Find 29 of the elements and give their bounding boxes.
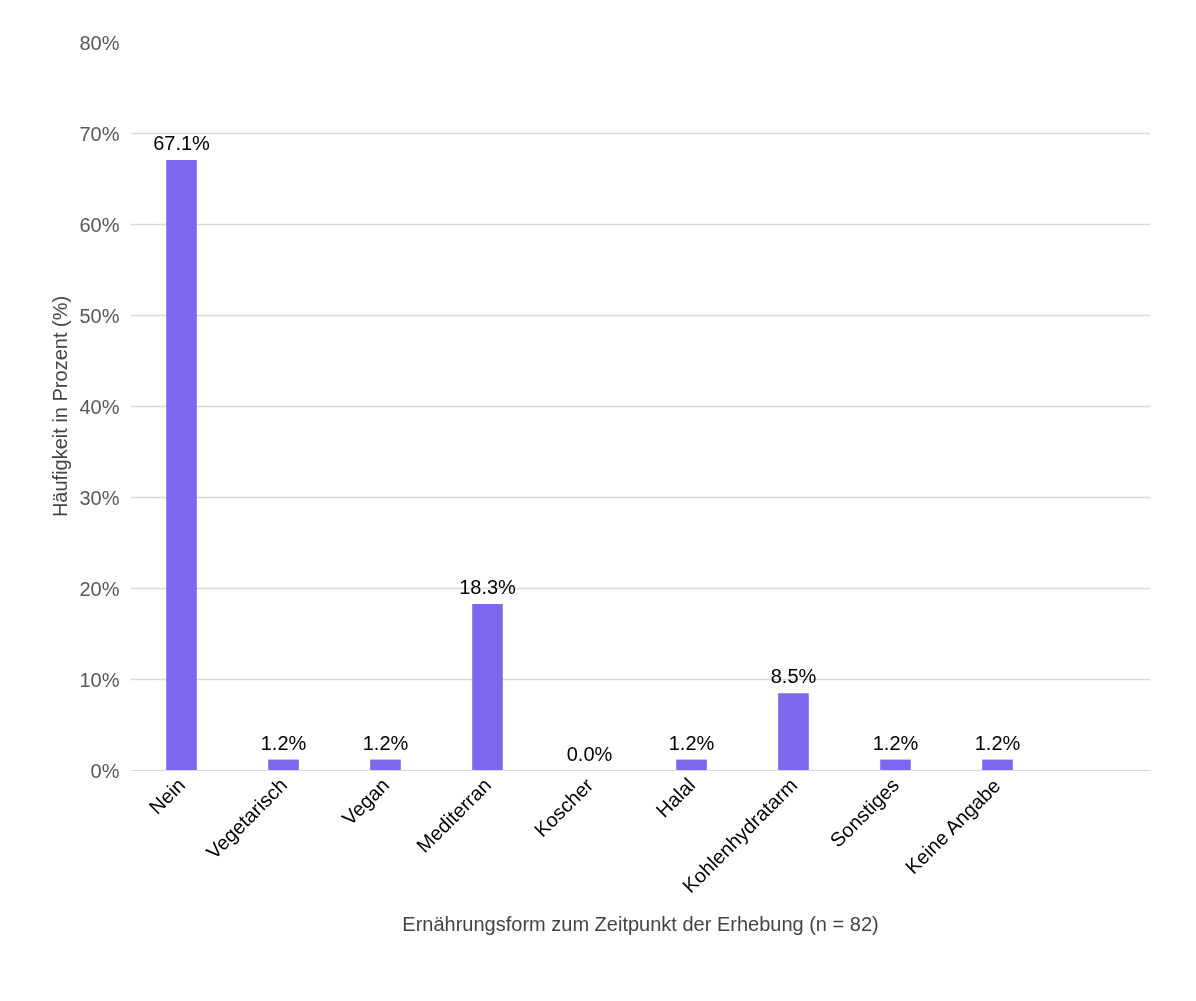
y-axis-title: Häufigkeit in Prozent (%) (49, 295, 72, 518)
data-label: 1.2% (872, 731, 919, 754)
y-tick-label: 30% (79, 486, 120, 509)
x-tick-label: Nein (144, 773, 190, 819)
data-label: 1.2% (362, 731, 409, 754)
data-label: 67.1% (153, 131, 211, 154)
x-axis-title: Ernährungsform zum Zeitpunkt der Erhebung (n = 82) (402, 912, 879, 935)
data-label: 1.2% (974, 731, 1021, 754)
data-label: 8.5% (770, 665, 817, 688)
y-tick-label: 20% (79, 577, 120, 600)
y-tick-label: 0% (90, 759, 120, 782)
bar (370, 759, 401, 771)
y-tick-label: 80% (79, 31, 120, 54)
data-label: 0.0% (566, 742, 613, 765)
bar (880, 759, 911, 771)
bar (472, 603, 503, 771)
bar (778, 693, 809, 771)
bar (166, 159, 197, 771)
bar (268, 759, 299, 771)
bar (982, 759, 1013, 771)
y-tick-label: 60% (79, 213, 120, 236)
bar (676, 759, 707, 771)
y-tick-label: 70% (79, 122, 120, 145)
y-tick-label: 10% (79, 668, 120, 691)
y-tick-label: 50% (79, 304, 120, 327)
y-tick-label: 40% (79, 395, 120, 418)
data-label: 1.2% (668, 731, 715, 754)
data-label: 1.2% (260, 731, 307, 754)
data-label: 18.3% (459, 575, 517, 598)
